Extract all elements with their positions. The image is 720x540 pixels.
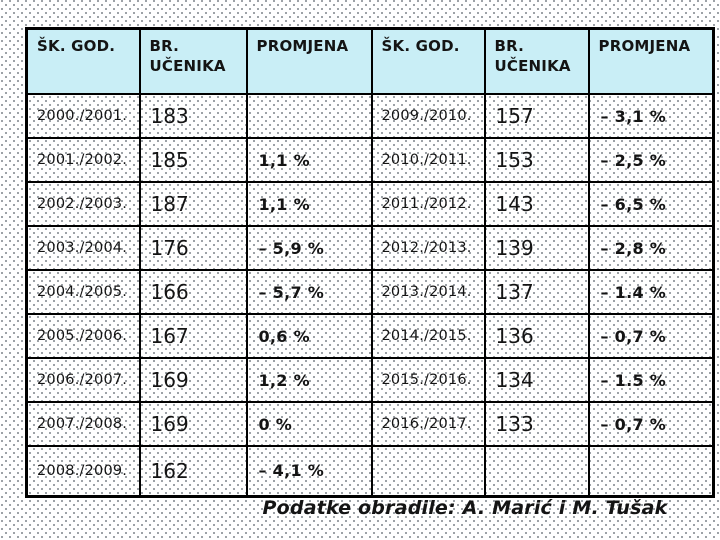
change-cell: – 0,7 %: [587, 401, 715, 447]
table-row: 2005./2006. 167 0,6 % 2014./2015. 136 – …: [25, 313, 715, 359]
table-row: 2008./2009. 162 – 4,1 %: [25, 445, 715, 497]
change-cell: – 1.5 %: [587, 357, 715, 403]
table-row: 2006./2007. 169 1,2 % 2015./2016. 134 – …: [25, 357, 715, 403]
school-year-cell: 2011./2012.: [370, 181, 486, 227]
credit-line: Podatke obradile: A. Marić i M. Tušak: [262, 497, 668, 519]
school-year-cell: 2010./2011.: [370, 137, 486, 183]
students-count-cell: 167: [138, 313, 248, 359]
school-year-cell: 2000./2001.: [25, 93, 141, 139]
change-cell: – 1.4 %: [587, 269, 715, 315]
table-row: 2001./2002. 185 1,1 % 2010./2011. 153 – …: [25, 137, 715, 183]
students-count-cell: 134: [483, 357, 590, 403]
col-header-students-right: BR. UČENIKA: [483, 27, 590, 95]
students-count-cell: 185: [138, 137, 248, 183]
col-header-change-left: PROMJENA: [245, 27, 373, 95]
change-cell: – 0,7 %: [587, 313, 715, 359]
school-year-cell: 2008./2009.: [25, 445, 141, 497]
change-cell: [245, 93, 373, 139]
col-header-school-year-right: ŠK. GOD.: [370, 27, 486, 95]
school-year-cell: 2015./2016.: [370, 357, 486, 403]
students-count-cell: 153: [483, 137, 590, 183]
table-row: 2000./2001. 183 2009./2010. 157 – 3,1 %: [25, 93, 715, 139]
students-count-cell: 139: [483, 225, 590, 271]
school-year-cell: 2002./2003.: [25, 181, 141, 227]
school-year-cell: 2001./2002.: [25, 137, 141, 183]
table-row: 2003./2004. 176 – 5,9 % 2012./2013. 139 …: [25, 225, 715, 271]
school-year-cell: 2004./2005.: [25, 269, 141, 315]
change-cell: – 4,1 %: [245, 445, 373, 497]
students-count-cell: 183: [138, 93, 248, 139]
school-year-cell: 2003./2004.: [25, 225, 141, 271]
table-row: 2004./2005. 166 – 5,7 % 2013./2014. 137 …: [25, 269, 715, 315]
school-year-cell: 2009./2010.: [370, 93, 486, 139]
school-year-cell: 2012./2013.: [370, 225, 486, 271]
header-row: ŠK. GOD. BR. UČENIKA PROMJENA ŠK. GOD. B…: [25, 27, 715, 95]
students-count-cell: 169: [138, 357, 248, 403]
students-count-cell: 176: [138, 225, 248, 271]
school-year-cell: 2007./2008.: [25, 401, 141, 447]
school-year-cell: 2014./2015.: [370, 313, 486, 359]
students-count-cell: 162: [138, 445, 248, 497]
students-table: ŠK. GOD. BR. UČENIKA PROMJENA ŠK. GOD. B…: [25, 27, 715, 498]
change-cell: – 5,9 %: [245, 225, 373, 271]
students-count-cell: 143: [483, 181, 590, 227]
col-header-students-left: BR. UČENIKA: [138, 27, 248, 95]
col-header-school-year-left: ŠK. GOD.: [25, 27, 141, 95]
table-row: 2007./2008. 169 0 % 2016./2017. 133 – 0,…: [25, 401, 715, 447]
change-cell: 0 %: [245, 401, 373, 447]
change-cell: – 5,7 %: [245, 269, 373, 315]
students-count-cell: 187: [138, 181, 248, 227]
school-year-cell: [370, 445, 486, 497]
students-count-cell: 169: [138, 401, 248, 447]
change-cell: 1,2 %: [245, 357, 373, 403]
change-cell: – 2,8 %: [587, 225, 715, 271]
students-count-cell: [483, 445, 590, 497]
school-year-cell: 2013./2014.: [370, 269, 486, 315]
school-year-cell: 2005./2006.: [25, 313, 141, 359]
change-cell: – 2,5 %: [587, 137, 715, 183]
change-cell: 0,6 %: [245, 313, 373, 359]
students-count-cell: 136: [483, 313, 590, 359]
change-cell: [587, 445, 715, 497]
change-cell: – 3,1 %: [587, 93, 715, 139]
school-year-cell: 2016./2017.: [370, 401, 486, 447]
students-count-cell: 137: [483, 269, 590, 315]
students-count-cell: 133: [483, 401, 590, 447]
col-header-change-right: PROMJENA: [587, 27, 715, 95]
table-row: 2002./2003. 187 1,1 % 2011./2012. 143 – …: [25, 181, 715, 227]
school-year-cell: 2006./2007.: [25, 357, 141, 403]
students-count-cell: 157: [483, 93, 590, 139]
change-cell: – 6,5 %: [587, 181, 715, 227]
change-cell: 1,1 %: [245, 181, 373, 227]
change-cell: 1,1 %: [245, 137, 373, 183]
students-count-cell: 166: [138, 269, 248, 315]
